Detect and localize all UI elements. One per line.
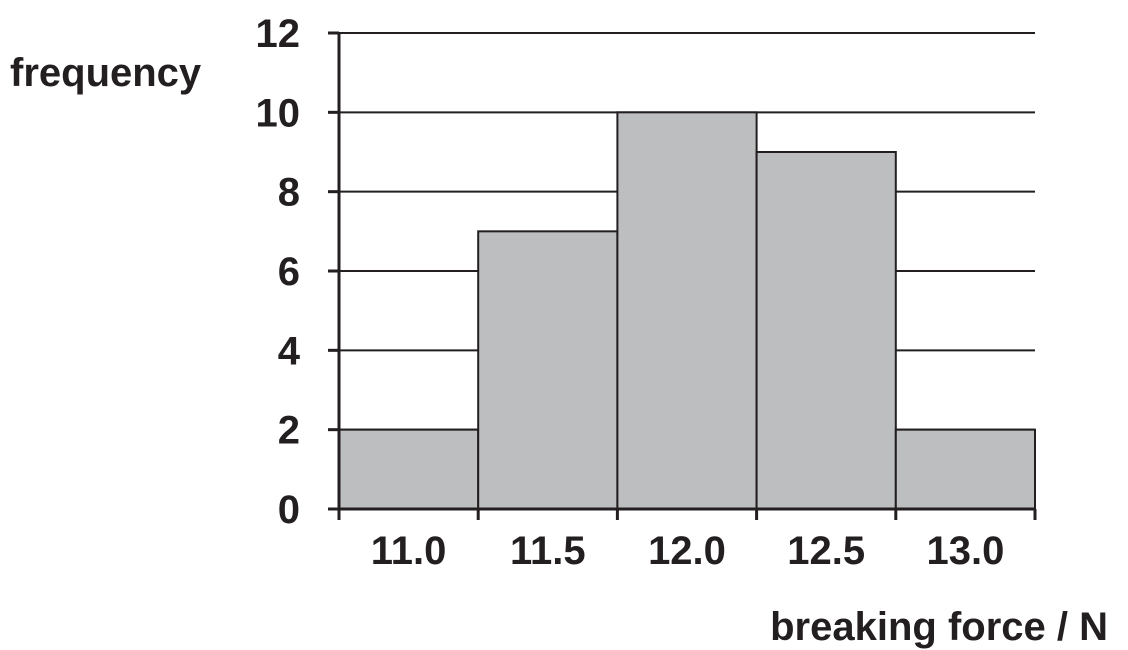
x-tick-label: 12.5 [787, 529, 865, 573]
x-tick-label: 11.5 [510, 529, 586, 573]
y-tick-label: 4 [278, 329, 301, 373]
y-axis-ticks: 0 2 4 6 8 10 12 [256, 12, 339, 532]
x-axis-title: breaking force / N [770, 605, 1108, 649]
y-tick-label: 8 [278, 171, 300, 215]
x-tick-label: 12.0 [648, 529, 726, 573]
histogram-bar-2 [477, 230, 619, 510]
y-tick-label: 10 [256, 91, 301, 135]
histogram-bar-3 [616, 111, 758, 510]
y-tick-label: 6 [278, 250, 300, 294]
x-tick-label: 11.0 [371, 529, 447, 573]
histogram-bar-4 [755, 151, 897, 510]
bars [338, 111, 1036, 510]
x-axis-ticks: 11.0 11.5 12.0 12.5 13.0 [337, 509, 1037, 573]
y-axis-title: frequency [10, 51, 202, 95]
histogram-bar-1 [338, 428, 480, 510]
y-tick-label: 12 [256, 12, 301, 56]
histogram-bar-5 [894, 428, 1036, 510]
y-tick-label: 0 [278, 488, 300, 532]
y-tick-label: 2 [278, 409, 300, 453]
x-tick-label: 13.0 [926, 529, 1004, 573]
